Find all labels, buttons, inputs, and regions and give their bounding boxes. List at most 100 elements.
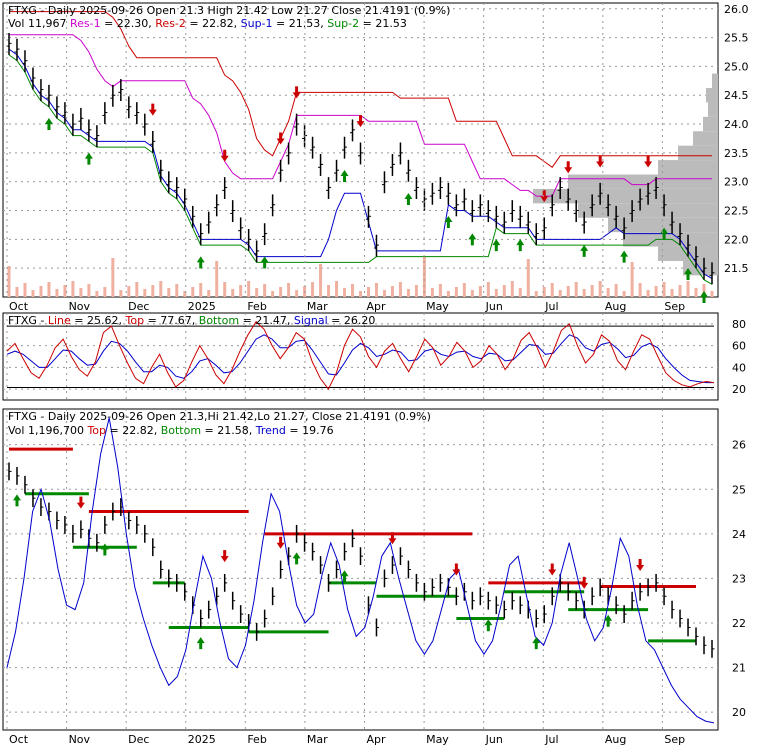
volume-bar — [175, 284, 179, 297]
trend-sell-arrow — [76, 496, 85, 509]
volume-profile-bar — [703, 116, 718, 132]
price-x-tick: Mar — [307, 300, 328, 313]
volume-bar — [574, 282, 578, 297]
volume-bar — [79, 288, 83, 297]
price-header-line2-part-0: Vol 11,967 — [8, 17, 70, 30]
trend-sell-arrow — [548, 563, 557, 576]
price-x-tick: Sep — [664, 300, 685, 313]
volume-bar — [614, 284, 618, 297]
volume-bar — [510, 281, 514, 297]
buy-arrow — [684, 267, 693, 280]
price-x-tick: Jun — [485, 300, 503, 313]
trend-x-tick: Apr — [367, 733, 387, 745]
volume-bar — [670, 289, 674, 297]
osc-line — [6, 320, 715, 391]
trend-x-tick: Oct — [9, 733, 29, 745]
volume-bar — [47, 282, 51, 297]
trend-y-tick: 21 — [732, 662, 746, 675]
trend-buy-arrow — [12, 494, 21, 507]
volume-bar — [582, 289, 586, 297]
trend-y-tick: 25 — [732, 483, 746, 496]
trend-header-line1-part-0: FTXG - Daily 2025-09-26 Open 21.3,Hi 21.… — [8, 410, 431, 423]
volume-bar — [590, 285, 594, 297]
price-header-line2-part-6: = 21.53, — [273, 17, 328, 30]
trend-buy-arrow — [604, 614, 613, 627]
price-y-tick: 25.5 — [724, 32, 749, 45]
trend-x-tick: Dec — [128, 733, 149, 745]
volume-bar — [359, 291, 362, 297]
volume-profile-bar — [608, 217, 718, 233]
osc-y-tick: 40 — [732, 361, 746, 374]
volume-profile-bar — [658, 160, 718, 175]
volume-bar — [494, 289, 498, 297]
trend-header-line2-part-5: Trend — [255, 424, 286, 437]
volume-bar — [71, 281, 75, 297]
volume-bar — [351, 284, 355, 297]
price-header-line2-part-7: Sup-2 — [327, 17, 359, 30]
volume-bar — [279, 287, 283, 297]
volume-profile-bar — [568, 174, 718, 189]
trend-sell-arrow — [276, 536, 285, 549]
trend-x-tick: Feb — [247, 733, 266, 745]
buy-arrow — [492, 239, 501, 252]
volume-bar — [678, 285, 682, 297]
sell-arrow — [564, 161, 573, 174]
volume-profile-bar — [533, 188, 718, 204]
oscillator-frame — [2, 312, 719, 401]
volume-profile-bar — [693, 131, 718, 146]
volume-bar — [207, 290, 211, 297]
volume-bar — [422, 256, 426, 297]
price-header-line2-part-3: Res-2 — [155, 17, 186, 30]
price-x-tick: Feb — [247, 300, 266, 313]
price-y-tick: 26.0 — [724, 3, 749, 16]
volume-bar — [710, 291, 714, 297]
volume-bar — [143, 289, 147, 297]
price-x-tick: Aug — [605, 300, 626, 313]
trend-x-tick: Mar — [307, 733, 328, 745]
volume-bar — [247, 281, 251, 297]
price-x-tick: Apr — [367, 300, 387, 313]
volume-bar — [39, 286, 43, 297]
price-y-tick: 21.5 — [724, 262, 749, 275]
volume-bar — [686, 281, 690, 297]
trend-buy-arrow — [340, 570, 349, 583]
price-y-tick: 23.5 — [724, 147, 749, 160]
price-header-line1: FTXG - Daily 2025-09-26 Open 21.3 High 2… — [8, 4, 450, 17]
price-header-line2-part-5: Sup-1 — [241, 17, 273, 30]
buy-arrow — [444, 216, 453, 229]
price-y-tick: 22.5 — [724, 205, 749, 218]
buy-arrow — [516, 239, 525, 252]
trend-sell-arrow — [220, 550, 229, 563]
price-panel: 21.5 22.0 22.5 23.0 23.5 24.0 24.5 25.0 25.5 26.0… — [2, 2, 749, 313]
volume-bar — [215, 261, 219, 297]
volume-bar — [526, 259, 530, 297]
volume-bar — [390, 286, 394, 297]
buy-arrow — [260, 256, 269, 269]
buy-arrow — [620, 250, 629, 263]
volume-bar — [534, 291, 538, 297]
oscillator-panel: 20 40 60 80 FTXG - Line = 25.62, Top = 77.67… — [2, 312, 746, 401]
volume-bar — [446, 291, 450, 297]
volume-bar — [502, 285, 506, 297]
price-y-tick: 24.0 — [724, 118, 749, 131]
volume-bar — [159, 281, 163, 297]
osc-header-part-8: = 26.20 — [328, 314, 376, 327]
trend-x-tick: Jun — [485, 733, 503, 745]
sell-arrow — [540, 190, 549, 203]
trend-y-tick: 23 — [732, 572, 746, 585]
volume-bar — [319, 264, 323, 297]
volume-bar — [343, 288, 347, 297]
buy-arrow — [700, 291, 709, 303]
volume-bar — [239, 285, 243, 297]
volume-bar — [366, 287, 370, 297]
volume-profile-bar — [706, 88, 718, 103]
volume-bar — [542, 287, 546, 297]
trend-sell-arrow — [580, 576, 589, 589]
trend-x-tick: Aug — [605, 733, 626, 745]
sell-arrow — [596, 155, 605, 168]
buy-arrow — [404, 193, 413, 205]
volume-bar — [111, 258, 115, 297]
volume-bar — [654, 286, 658, 297]
trend-x-tick: 2025 — [188, 733, 216, 745]
